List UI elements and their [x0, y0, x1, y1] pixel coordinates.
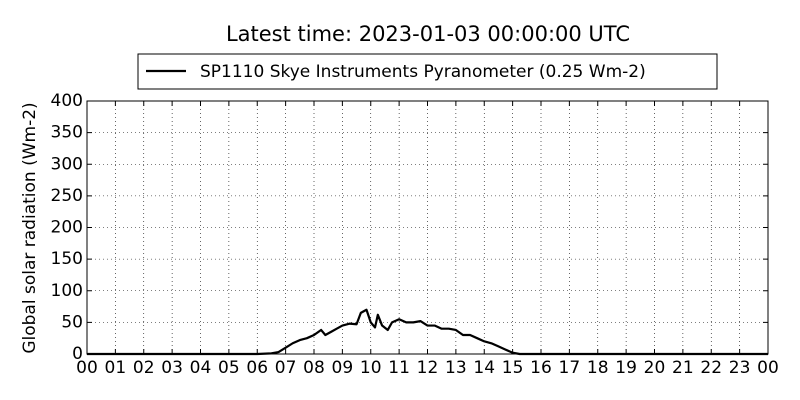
x-tick-label: 05	[218, 358, 240, 378]
x-tick-label: 19	[615, 358, 637, 378]
legend-label: SP1110 Skye Instruments Pyranometer (0.2…	[200, 62, 646, 82]
x-tick-label: 15	[502, 358, 524, 378]
x-tick-label: 11	[388, 358, 410, 378]
x-tick-label: 16	[530, 358, 552, 378]
y-tick-label: 400	[51, 91, 83, 111]
y-tick-label: 200	[51, 218, 83, 238]
y-tick-label: 250	[51, 186, 83, 206]
x-tick-label: 07	[275, 358, 297, 378]
plot-frame	[86, 100, 769, 355]
x-tick-label: 00	[757, 358, 779, 378]
x-tick-label: 04	[190, 358, 212, 378]
y-tick-label: 50	[61, 312, 83, 332]
x-tick-label: 20	[644, 358, 666, 378]
y-tick-label: 300	[51, 154, 83, 174]
x-tick-label: 18	[587, 358, 609, 378]
x-tick-label: 23	[729, 358, 751, 378]
y-tick-label: 350	[51, 123, 83, 143]
x-tick-label: 17	[559, 358, 581, 378]
x-tick-label: 10	[360, 358, 382, 378]
x-tick-label: 09	[332, 358, 354, 378]
chart-title: Latest time: 2023-01-03 00:00:00 UTC	[226, 22, 630, 46]
x-tick-label: 14	[473, 358, 495, 378]
legend-box	[137, 53, 718, 90]
x-tick-label: 12	[417, 358, 439, 378]
x-tick-label: 22	[700, 358, 722, 378]
x-tick-label: 13	[445, 358, 467, 378]
y-tick-label: 150	[51, 249, 83, 269]
data-line	[87, 308, 768, 356]
x-tick-label: 08	[303, 358, 325, 378]
x-tick-label: 03	[161, 358, 183, 378]
x-tick-label: 01	[105, 358, 127, 378]
x-tick-label: 21	[672, 358, 694, 378]
x-tick-label: 02	[133, 358, 155, 378]
y-tick-label: 0	[72, 344, 83, 364]
x-tick-label: 06	[246, 358, 268, 378]
y-axis-label: Global solar radiation (Wm-2)	[20, 102, 40, 353]
y-tick-label: 100	[51, 281, 83, 301]
x-tick-label: 00	[76, 358, 98, 378]
